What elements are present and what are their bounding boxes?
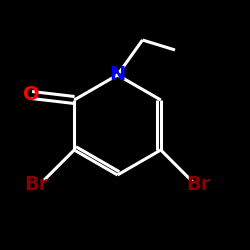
Text: O: O [24,86,40,104]
Text: N: N [110,66,126,84]
Text: Br: Br [24,176,49,195]
Text: Br: Br [186,176,210,195]
